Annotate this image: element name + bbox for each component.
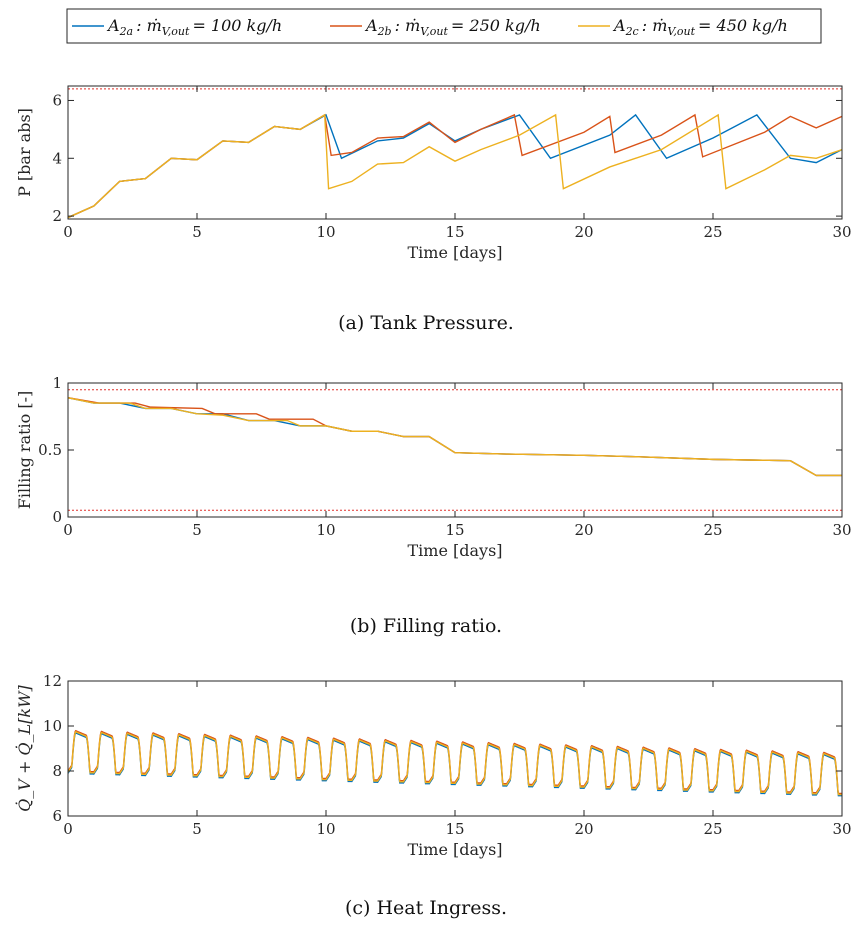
caption-c: (c) Heat Ingress. [345, 897, 507, 919]
x-tick-label: 15 [445, 820, 464, 838]
legend-label-a: A2a: ṁV,out = 100 kg/h [106, 16, 282, 38]
series-line-b [68, 397, 842, 477]
series-line-a [68, 397, 842, 477]
x-tick-label: 5 [192, 521, 202, 539]
legend: A2a: ṁV,out = 100 kg/h A2b: ṁV,out = 250 k… [66, 8, 822, 44]
x-tick-label: 0 [63, 223, 73, 241]
y-tick-label: 2 [52, 207, 62, 225]
x-tick-label: 10 [316, 820, 335, 838]
x-tick-label: 30 [832, 820, 851, 838]
x-tick-label: 30 [832, 521, 851, 539]
legend-label-b: A2b: ṁV,out = 250 kg/h [364, 16, 541, 38]
y-tick-label: 12 [43, 672, 62, 690]
series-line-c [68, 113, 842, 219]
x-tick-label: 0 [63, 521, 73, 539]
y-axis-label: P [bar abs] [15, 108, 34, 197]
caption-a: (a) Tank Pressure. [338, 312, 514, 334]
y-tick-label: 0 [52, 508, 62, 526]
axes-box [67, 382, 843, 518]
x-tick-label: 25 [703, 521, 722, 539]
series-line-a [68, 732, 842, 797]
x-tick-label: 0 [63, 820, 73, 838]
axes-box [67, 680, 843, 817]
y-tick-label: 6 [52, 91, 62, 109]
x-axis-label: Time [days] [407, 243, 502, 262]
y-axis-label: Q̇_V + Q̇_L[kW] [15, 684, 34, 811]
y-tick-label: 10 [43, 717, 62, 735]
y-tick-label: 8 [52, 762, 62, 780]
filling-ratio-chart: 0 5 10 15 20 25 30 0 0.5 1 Time [days] Filling rati… [15, 374, 852, 560]
x-axis-label: Time [days] [407, 840, 502, 859]
x-tick-label: 25 [703, 820, 722, 838]
x-tick-label: 20 [574, 820, 593, 838]
y-axis-label: Filling ratio [-] [15, 391, 34, 510]
series-line-a [68, 113, 842, 219]
pressure-chart: 0 5 10 15 20 25 30 2 4 6 Time [days] P [bar abs] [15, 85, 852, 262]
series-line-c [68, 730, 842, 796]
x-tick-label: 10 [316, 223, 335, 241]
x-tick-label: 20 [574, 223, 593, 241]
x-tick-label: 5 [192, 223, 202, 241]
series-line-b [68, 113, 842, 219]
y-tick-label: 4 [52, 149, 62, 167]
caption-b: (b) Filling ratio. [350, 615, 502, 637]
x-tick-label: 25 [703, 223, 722, 241]
axes-box [67, 85, 843, 220]
series-line-c [68, 397, 842, 477]
x-tick-label: 10 [316, 521, 335, 539]
x-tick-label: 15 [445, 223, 464, 241]
x-tick-label: 30 [832, 223, 851, 241]
x-tick-label: 20 [574, 521, 593, 539]
x-axis-label: Time [days] [407, 541, 502, 560]
x-tick-label: 5 [192, 820, 202, 838]
legend-box [66, 8, 822, 44]
y-tick-label: 0.5 [38, 441, 62, 459]
heat-ingress-chart: 0 5 10 15 20 25 30 6 8 10 12 Time [days] Q̇_V + Q̇_L… [15, 672, 852, 859]
x-tick-label: 15 [445, 521, 464, 539]
y-tick-label: 6 [52, 807, 62, 825]
legend-label-c: A2c: ṁV,out = 450 kg/h [612, 16, 788, 38]
y-tick-label: 1 [52, 374, 62, 392]
